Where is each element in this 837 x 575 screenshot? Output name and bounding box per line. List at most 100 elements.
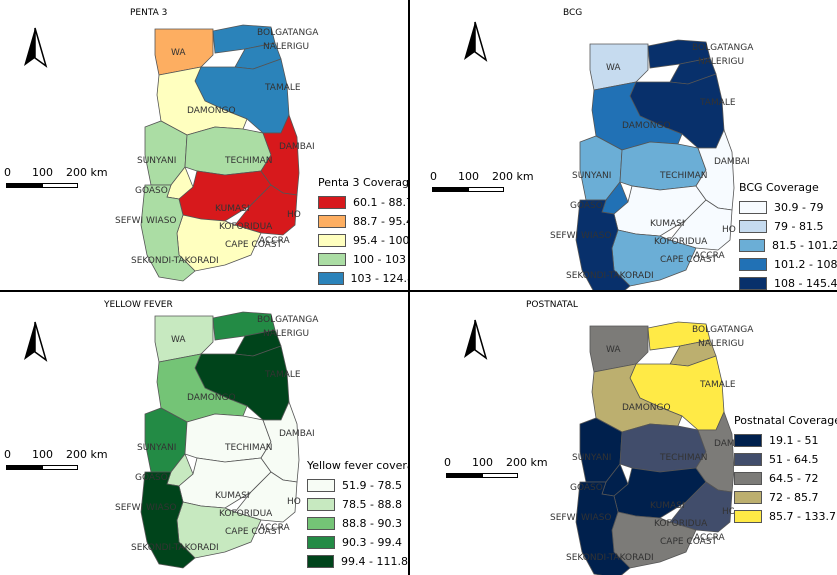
choropleth-map: WA BOLGATANGA NALERIGU TAMALE DAMONGO SUNYANI… — [550, 39, 754, 290]
region-label: TAMALE — [264, 83, 301, 93]
region-label: SUNYANI — [572, 453, 611, 463]
region-label: CAPE COAST — [225, 527, 282, 537]
choropleth-map: WA BOLGATANGA NALERIGU TAMALE DAMONGO SUNYANI… — [115, 311, 319, 569]
region-polygon — [619, 423, 707, 473]
scale-bar: 0 100 200 km — [442, 456, 552, 488]
legend: Postnatal Coverage 19.1 - 51 51 - 64.5 64.5… — [734, 414, 837, 526]
legend-item: 19.1 - 51 — [734, 431, 837, 450]
legend-label: 99.4 - 111.8 — [341, 555, 408, 568]
region-label: BOLGATANGA — [257, 28, 319, 38]
region-label: GOASO — [135, 186, 168, 196]
legend: BCG Coverage 30.9 - 79 79 - 81.5 81.5 - 101… — [739, 181, 837, 290]
legend-swatch — [734, 453, 762, 466]
region-label: GOASO — [570, 201, 603, 211]
legend-swatch — [739, 277, 767, 290]
legend-item: 78.5 - 88.8 — [307, 495, 408, 514]
legend-label: 60.1 - 88.7 — [353, 196, 408, 209]
region-polygon — [156, 353, 248, 423]
scale-segment-black — [6, 183, 42, 188]
region-label: WA — [171, 335, 186, 345]
north-arrow-icon — [458, 318, 492, 362]
scale-label: 200 km — [492, 170, 534, 183]
region-label: KOFORIDUA — [219, 509, 273, 519]
horizontal-divider — [0, 290, 837, 292]
scale-label: 100 — [458, 170, 479, 183]
north-arrow-icon — [24, 321, 48, 362]
north-arrow-icon — [24, 27, 48, 68]
region-label: BOLGATANGA — [692, 43, 754, 53]
region-label: KUMASI — [650, 219, 685, 229]
scale-bar: 0 100 200 km — [2, 166, 112, 198]
region-label: SUNYANI — [137, 443, 176, 453]
region-label: KUMASI — [650, 501, 685, 511]
panel-title: YELLOW FEVER — [104, 300, 173, 310]
region-label: SEKONDI-TAKORADI — [131, 543, 219, 553]
region-label: TECHIMAN — [224, 156, 273, 166]
region-label: HO — [287, 210, 301, 220]
region-label: TECHIMAN — [659, 171, 708, 181]
legend-swatch — [739, 258, 767, 271]
legend-item: 95.4 - 100 — [318, 231, 408, 250]
scale-label: 100 — [472, 456, 493, 469]
legend-item: 64.5 - 72 — [734, 469, 837, 488]
region-label: KOFORIDUA — [219, 222, 273, 232]
legend-title: BCG Coverage — [739, 181, 819, 194]
legend-label: 51.9 - 78.5 — [342, 479, 402, 492]
north-arrow-icon — [18, 26, 52, 70]
scale-segment-black — [6, 465, 42, 470]
region-label: WA — [171, 48, 186, 58]
region-label: SEKONDI-TAKORADI — [566, 271, 654, 281]
region-label: BOLGATANGA — [692, 325, 754, 335]
legend: Yellow fever coverage 51.9 - 78.5 78.5 - 8… — [307, 459, 408, 574]
ghana-map: WA BOLGATANGA NALERIGU TAMALE DAMONGO SUNYANI… — [75, 15, 335, 290]
region-label: DAMONGO — [187, 393, 236, 403]
region-label: CAPE COAST — [225, 240, 282, 250]
north-arrow-icon — [464, 319, 488, 360]
legend-item: 108 - 145.4 — [739, 274, 837, 290]
legend-label: 51 - 64.5 — [769, 453, 819, 466]
scale-label: 200 km — [506, 456, 548, 469]
region-label: HO — [287, 497, 301, 507]
scale-bar: 0 100 200 km — [2, 448, 112, 480]
legend-swatch — [307, 479, 335, 492]
legend: Penta 3 Coverage 60.1 - 88.7 88.7 - 95.4 95… — [318, 176, 408, 286]
legend-swatch — [307, 536, 335, 549]
legend-item: 85.7 - 133.7 — [734, 507, 837, 526]
legend-item: 51.9 - 78.5 — [307, 476, 408, 495]
legend-swatch — [734, 510, 762, 523]
region-label: DAMONGO — [622, 121, 671, 131]
legend-label: 19.1 - 51 — [769, 434, 819, 447]
legend-item: 51 - 64.5 — [734, 450, 837, 469]
region-polygon — [156, 66, 248, 136]
legend-swatch — [307, 517, 335, 530]
legend-label: 78.5 - 88.8 — [342, 498, 402, 511]
region-label: BOLGATANGA — [257, 315, 319, 325]
region-polygon — [184, 413, 272, 463]
panel-title: PENTA 3 — [130, 8, 168, 18]
region-label: DAMONGO — [622, 403, 671, 413]
north-arrow-icon — [458, 20, 492, 64]
scale-label: 0 — [430, 170, 437, 183]
region-label: TECHIMAN — [659, 453, 708, 463]
region-label: TAMALE — [699, 98, 736, 108]
region-label: ACCRA — [259, 236, 290, 246]
legend-item: 79 - 81.5 — [739, 217, 837, 236]
legend-label: 88.8 - 90.3 — [342, 517, 402, 530]
region-label: KOFORIDUA — [654, 519, 708, 529]
region-label: HO — [722, 507, 736, 517]
scale-label: 200 km — [66, 166, 108, 179]
panel-title: BCG — [563, 8, 583, 18]
region-polygon — [140, 184, 196, 282]
region-label: KUMASI — [215, 491, 250, 501]
legend-item: 72 - 85.7 — [734, 488, 837, 507]
legend-label: 64.5 - 72 — [769, 472, 819, 485]
region-label: TAMALE — [264, 370, 301, 380]
scale-label: 0 — [4, 448, 11, 461]
region-label: HO — [722, 225, 736, 235]
scale-segment-white — [482, 473, 518, 478]
region-label: DAMBAI — [714, 439, 750, 449]
scale-label: 0 — [4, 166, 11, 179]
region-label: NALERIGU — [263, 329, 309, 339]
vertical-divider — [408, 0, 410, 575]
legend-swatch — [318, 253, 346, 266]
